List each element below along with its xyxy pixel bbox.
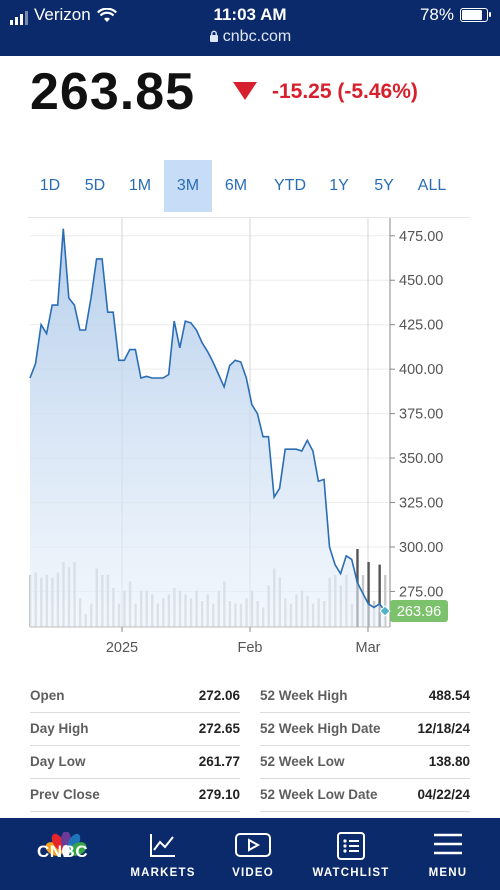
list-icon [337,832,365,860]
signal-icon [10,5,30,25]
last-price-badge [390,599,448,622]
y-tick-label: 275.00 [399,584,443,600]
nav-watchlist[interactable]: WATCHLIST [306,818,396,890]
range-6m[interactable]: 6M [224,177,248,194]
stat-value: 272.65 [198,721,240,736]
stock-price: 263.85 [30,63,196,121]
last-point-diamond [379,605,391,617]
range-3m[interactable]: 3M [164,160,212,212]
stat-row-day-low: Day Low 261.77 [30,746,240,779]
stat-label: Day Low [30,754,86,769]
range-ytd[interactable]: YTD [274,177,306,194]
stat-row-prev-close: Prev Close 279.10 [30,779,240,812]
url-text: cnbc.com [222,28,292,45]
x-tick-label: Feb [238,640,263,656]
menu-icon [434,833,462,855]
nav-home-logo[interactable] [28,818,108,890]
stat-value: 272.06 [198,688,240,703]
battery-percent: 78% [419,5,454,24]
range-1m[interactable]: 1M [128,177,152,194]
y-tick-label: 300.00 [399,540,443,556]
stat-value: 488.54 [428,688,470,703]
last-price-label: 263.96 [397,604,441,620]
range-5d[interactable]: 5D [84,177,106,194]
y-tick-label: 350.00 [399,451,443,467]
stat-label: 52 Week Low [260,754,345,769]
stat-label: Day High [30,721,89,736]
cnbc-peacock-icon [45,832,87,856]
volume-bar [367,562,370,627]
nav-markets[interactable]: MARKETS [126,818,200,890]
price-change: -15.25 (-5.46%) [272,80,418,103]
wifi-icon [96,7,117,22]
down-arrow-icon [233,82,257,100]
status-bar: Verizon 11:03 AM 78% cnbc.com [0,0,500,56]
carrier-label: Verizon [34,5,91,24]
stat-label: Prev Close [30,787,100,802]
cnbc-logo-text: CNBC [37,842,89,861]
range-5y[interactable]: 5Y [374,177,394,194]
price-line [29,228,386,612]
nav-menu[interactable]: MENU [418,818,478,890]
lock-icon [209,30,218,42]
volume-bar [378,564,381,627]
stat-row-52-week-high: 52 Week High 488.54 [260,680,470,713]
range-1y[interactable]: 1Y [329,177,349,194]
range-1d[interactable]: 1D [39,177,61,194]
y-tick-label: 325.00 [399,496,443,512]
stat-row-open: Open 272.06 [30,680,240,713]
carrier-group: Verizon [10,5,117,25]
range-all[interactable]: ALL [417,177,447,194]
divider [28,217,470,218]
nav-markets-label: MARKETS [130,867,196,879]
url-bar[interactable]: cnbc.com [0,28,500,46]
stat-row-52-week-low-date: 52 Week Low Date 04/22/24 [260,779,470,812]
y-tick-label: 425.00 [399,318,443,334]
stat-value: 261.77 [198,754,240,769]
battery-group: 78% [419,5,491,25]
stat-label: 52 Week High Date [260,721,381,736]
stat-value: 138.80 [428,754,470,769]
stat-row-52-week-high-date: 52 Week High Date 12/18/24 [260,713,470,746]
volume-bar [384,575,387,627]
y-tick-label: 375.00 [399,407,443,423]
stat-label: 52 Week Low Date [260,787,378,802]
y-tick-label: 400.00 [399,362,443,378]
x-tick-label: Mar [356,640,381,656]
stat-label: Open [30,688,65,703]
battery-icon [460,8,491,22]
play-icon [235,833,271,857]
nav-video[interactable]: VIDEO [220,818,286,890]
y-tick-label: 450.00 [399,273,443,289]
stat-label: 52 Week High [260,688,348,703]
nav-menu-label: MENU [428,867,468,879]
stat-value: 279.10 [198,787,240,802]
stat-value: 04/22/24 [417,787,470,802]
chart-icon [150,834,175,857]
stat-row-day-high: Day High 272.65 [30,713,240,746]
y-tick-label: 475.00 [399,229,443,245]
clock: 11:03 AM [213,5,287,24]
price-chart[interactable]: 475.00 450.00 425.00 400.00 375.00 350.00 325.… [0,218,500,663]
bottom-nav: CNBC MARKETS VIDEO WATCHLIST MENU [0,818,500,890]
nav-watchlist-label: WATCHLIST [312,867,390,879]
stat-row-52-week-low: 52 Week Low 138.80 [260,746,470,779]
range-selector: 1D 5D 1M 3M 6M YTD 1Y 5Y ALL [28,160,470,212]
price-area [30,228,385,627]
stat-value: 12/18/24 [417,721,470,736]
x-tick-label: 2025 [106,640,138,656]
nav-video-label: VIDEO [232,867,274,879]
